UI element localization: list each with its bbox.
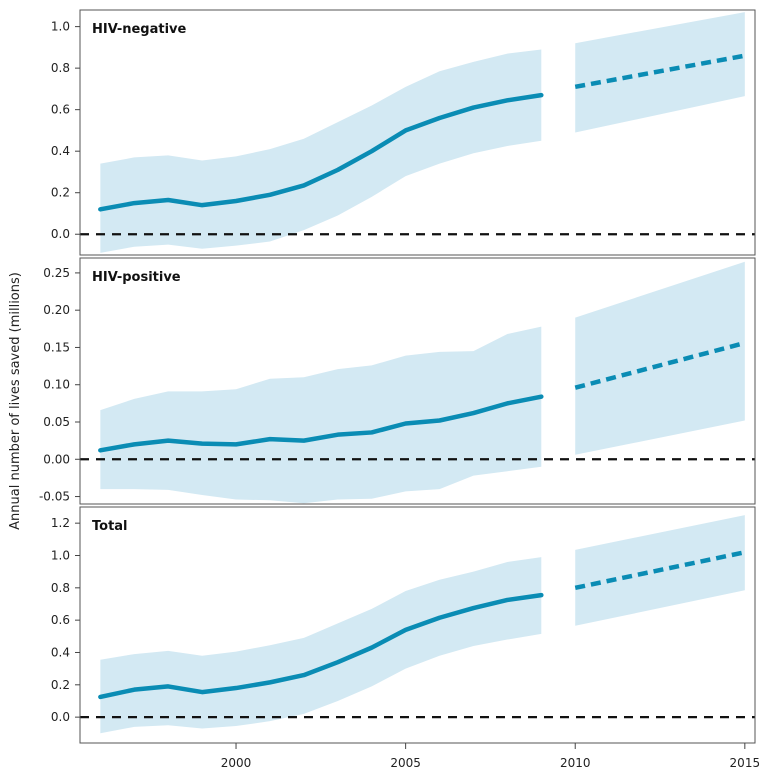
projected-line [574,550,746,591]
data-point [302,673,306,677]
panel-0: 0.0 0.2 0.4 0.6 0.8 1.0 HIV-negative [51,9,756,256]
y-tick-label: 0.4 [51,645,70,659]
data-point [404,128,408,132]
data-point [404,421,408,425]
data-point [200,690,204,694]
panel-1: -0.05 0.00 0.05 0.10 0.15 0.20 0.25 HIV-positiv… [39,257,756,505]
data-point [438,616,442,620]
projected-point [573,386,577,390]
data-point [471,411,475,415]
data-point [336,433,340,437]
data-point [370,149,374,153]
data-point [268,437,272,441]
panel-title: HIV-positive [92,270,181,285]
data-point [471,606,475,610]
projected-line [574,340,746,390]
y-tick-label: 0.6 [51,613,70,627]
y-tick-label: 1.0 [51,20,70,34]
x-tick-label: 2005 [390,756,421,770]
panel-frame [79,257,756,505]
data-point [166,439,170,443]
observed-line [98,592,544,700]
y-tick-label: 0.0 [51,227,70,241]
data-point [370,646,374,650]
data-point [132,442,136,446]
projected-line [574,53,746,90]
data-point [438,419,442,423]
y-tick-label: 0.2 [51,678,70,692]
data-point [268,680,272,684]
y-tick-label: 0.15 [43,340,70,354]
observed-line [98,92,544,212]
data-point [539,93,543,97]
x-tick-label: 2015 [730,756,761,770]
uncertainty-band-observed [100,326,542,504]
projected-point [743,550,747,554]
data-point [166,198,170,202]
data-point [98,207,102,211]
data-point [505,98,509,102]
data-point [268,193,272,197]
y-tick-label: 0.20 [43,303,70,317]
x-tick-label: 2000 [221,756,252,770]
data-point [132,201,136,205]
chart-panels: 0.0 0.2 0.4 0.6 0.8 1.0 HIV-negative -0.05 0.00 0… [39,9,756,744]
uncertainty-band-projected [575,261,745,455]
data-point [505,598,509,602]
x-axis: 2000 2005 2010 2015 [221,743,760,770]
projected-point [743,341,747,345]
y-axis-label: Annual number of lives saved (millions) [8,272,23,530]
uncertainty-band-observed [100,557,542,734]
data-point [336,168,340,172]
data-point [336,660,340,664]
y-tick-label: 0.4 [51,144,70,158]
y-tick-label: 0.2 [51,186,70,200]
projected-point [573,586,577,590]
panel-title: HIV-negative [92,22,187,37]
projected-point [573,85,577,89]
y-tick-label: 1.2 [51,516,70,530]
uncertainty-band-observed [100,49,542,253]
y-tick-label: 0.6 [51,103,70,117]
y-tick-label: 0.8 [51,581,70,595]
x-tick-label: 2010 [560,756,591,770]
y-tick-label: -0.05 [39,490,70,504]
data-point [98,695,102,699]
data-point [539,593,543,597]
y-tick-label: 0.00 [43,452,70,466]
y-tick-label: 1.0 [51,548,70,562]
data-point [166,684,170,688]
data-point [98,448,102,452]
data-point [505,401,509,405]
panel-frame [79,9,756,256]
data-point [132,688,136,692]
y-tick-label: 0.05 [43,415,70,429]
data-point [302,183,306,187]
panel-2: 0.0 0.2 0.4 0.6 0.8 1.0 1.2 Total [51,506,756,744]
y-tick-label: 0.0 [51,710,70,724]
data-point [234,199,238,203]
data-point [539,395,543,399]
data-point [234,686,238,690]
data-point [200,442,204,446]
data-point [438,116,442,120]
panel-frame [79,506,756,744]
data-point [471,106,475,110]
panel-title: Total [92,519,128,534]
observed-line [98,394,544,453]
data-point [234,442,238,446]
data-point [404,628,408,632]
data-point [370,430,374,434]
projected-point [743,54,747,58]
y-tick-label: 0.10 [43,378,70,392]
y-tick-label: 0.25 [43,266,70,280]
data-point [200,203,204,207]
y-tick-label: 0.8 [51,61,70,75]
data-point [302,439,306,443]
